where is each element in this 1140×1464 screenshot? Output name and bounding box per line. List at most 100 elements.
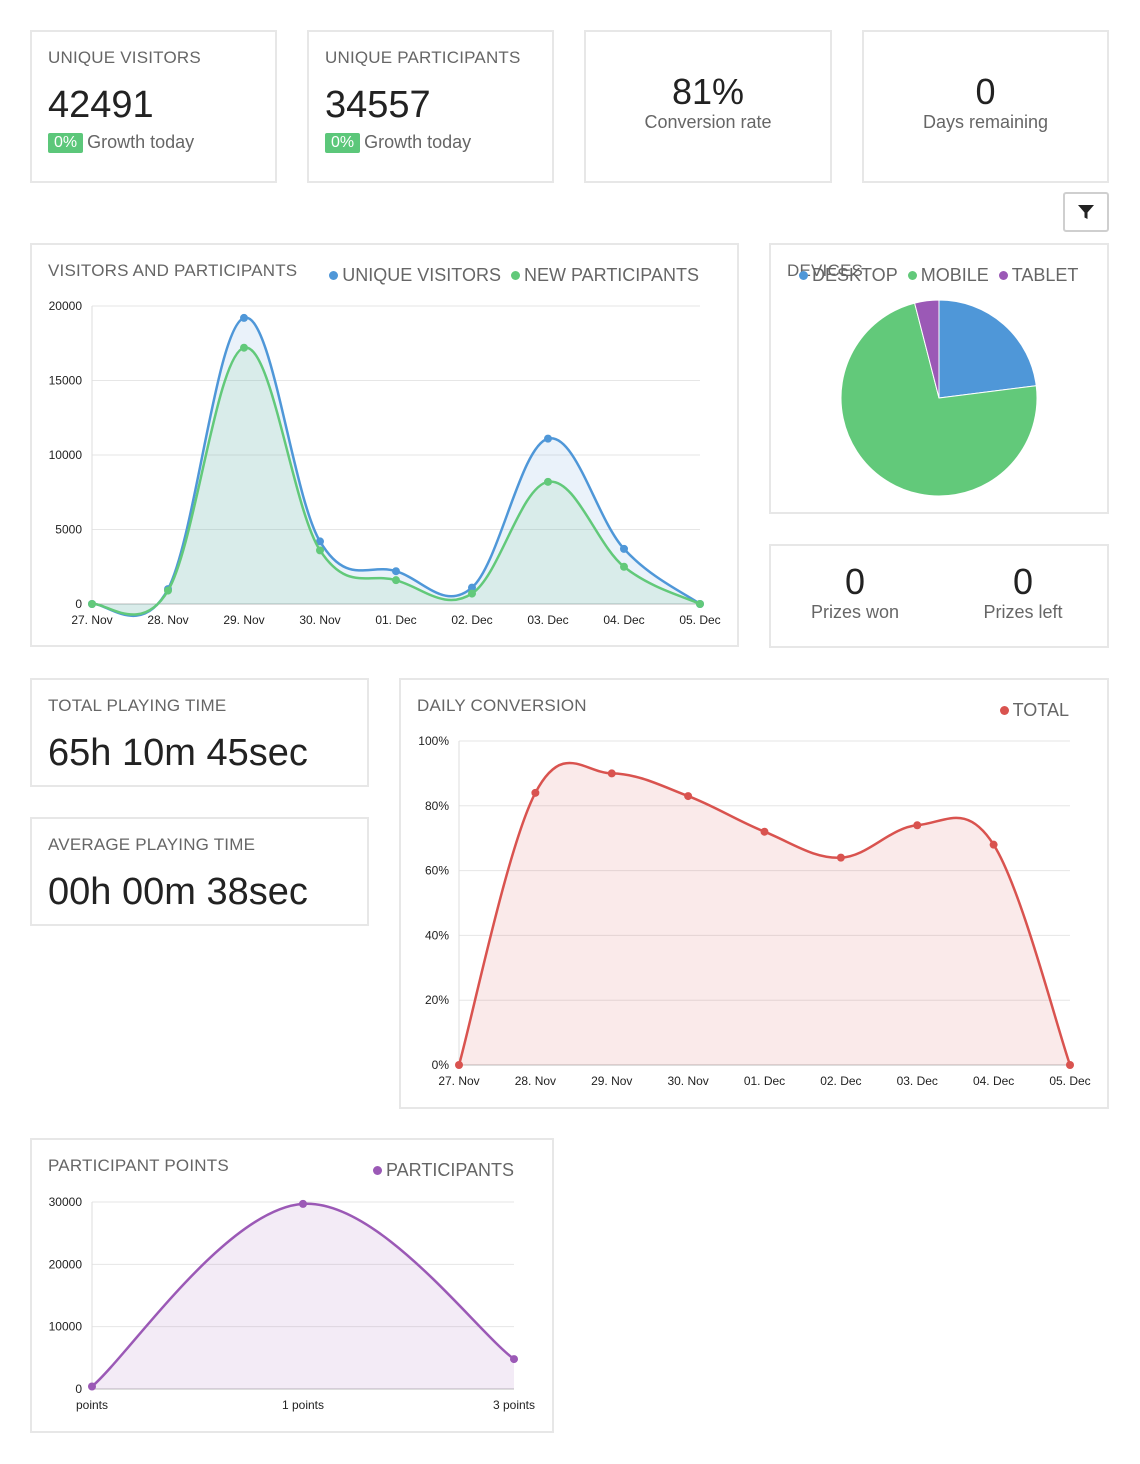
y-tick-label: 80%: [425, 799, 449, 813]
growth-badge: 0%: [325, 133, 361, 154]
legend-label: DESKTOP: [812, 265, 898, 285]
series-line-1: [91, 346, 701, 616]
y-tick-label: 10000: [49, 1320, 83, 1334]
data-point[interactable]: [620, 562, 628, 571]
legend-label: NEW PARTICIPANTS: [523, 265, 699, 285]
conversion-label: Conversion rate: [644, 112, 772, 132]
data-point[interactable]: [836, 853, 845, 862]
devices-pie: [840, 299, 1038, 497]
x-tick-label: 30. Nov: [667, 1074, 708, 1088]
filter-icon: [1078, 205, 1094, 219]
pie-slice-mobile[interactable]: [840, 302, 1038, 497]
daily-conversion-chart-card: DAILY CONVERSION TOTAL 0% 20% 40% 60% 80% 100…: [399, 678, 1109, 1109]
visitors-chart: 0 5000 10000 15000 20000 27. Nov 28. Nov 29. No…: [49, 299, 721, 627]
conversion-stat: 81% Conversion rate: [586, 74, 830, 133]
data-point[interactable]: [392, 567, 400, 576]
y-tick-label: 5000: [55, 523, 82, 537]
data-point[interactable]: [620, 544, 628, 553]
data-point[interactable]: [684, 792, 693, 801]
data-point[interactable]: [696, 600, 704, 608]
prizes-card: 0 Prizes won 0 Prizes left: [769, 544, 1109, 648]
daily-conversion-chart: 0% 20% 40% 60% 80% 100% 27. Nov 28. Nov 29. Nov 3…: [418, 734, 1090, 1088]
x-tick-label: 04. Dec: [603, 613, 644, 627]
data-point[interactable]: [544, 477, 552, 486]
data-point[interactable]: [316, 546, 324, 555]
data-point[interactable]: [989, 840, 998, 849]
stat-value: 34557: [325, 84, 431, 126]
data-point[interactable]: [392, 576, 400, 585]
data-point[interactable]: [468, 583, 476, 592]
data-point[interactable]: [468, 589, 476, 598]
stat-title: UNIQUE VISITORS: [48, 48, 201, 67]
x-tick-label: 27. Nov: [438, 1074, 479, 1088]
legend-label: UNIQUE VISITORS: [342, 265, 501, 285]
total-playing-time-card: TOTAL PLAYING TIME 65h 10m 45sec: [30, 678, 369, 787]
data-point[interactable]: [316, 537, 324, 546]
data-point[interactable]: [1066, 1061, 1074, 1069]
data-point[interactable]: [88, 1382, 96, 1391]
series-area-1: [92, 347, 700, 615]
growth-badge: 0%: [48, 133, 84, 154]
y-tick-label: 10000: [49, 448, 83, 462]
y-tick-label: 15000: [49, 374, 83, 388]
data-point[interactable]: [607, 769, 616, 778]
data-point[interactable]: [531, 788, 540, 797]
pie-slice-tablet[interactable]: [914, 299, 940, 399]
stat-card-days-remaining: 0 Days remaining: [862, 30, 1109, 183]
x-tick-label: 02. Dec: [820, 1074, 861, 1088]
legend-dot: [372, 1166, 382, 1175]
data-point[interactable]: [913, 821, 922, 830]
series-area-0: [92, 317, 700, 616]
x-tick-label: 29. Nov: [223, 613, 264, 627]
data-point[interactable]: [544, 434, 552, 443]
data-point[interactable]: [240, 343, 248, 352]
legend-item[interactable]: NEW PARTICIPANTS: [510, 265, 699, 286]
chart-title: VISITORS AND PARTICIPANTS: [48, 261, 298, 280]
chart-title: DAILY CONVERSION: [417, 696, 587, 715]
x-tick-label: 04. Dec: [973, 1074, 1014, 1088]
legend-item[interactable]: TABLET: [998, 265, 1078, 286]
data-point[interactable]: [510, 1355, 518, 1364]
data-point[interactable]: [240, 313, 248, 322]
participant-points-chart: 0 10000 20000 30000 points 1 points 3 points: [49, 1195, 535, 1412]
growth-label: Growth today: [87, 132, 195, 152]
series-area-0: [92, 1203, 514, 1389]
y-tick-label: 60%: [425, 864, 449, 878]
filter-button[interactable]: [1063, 192, 1109, 232]
stat-value: 42491: [48, 84, 154, 126]
legend-item[interactable]: MOBILE: [907, 265, 989, 286]
y-tick-label: 0: [75, 597, 82, 611]
y-tick-label: 100%: [418, 734, 449, 748]
data-point[interactable]: [760, 827, 769, 836]
legend-dot: [907, 271, 917, 280]
visitors-chart-card: VISITORS AND PARTICIPANTS UNIQUE VISITOR…: [30, 243, 739, 647]
legend-item[interactable]: UNIQUE VISITORS: [329, 265, 501, 286]
x-tick-label: 03. Dec: [897, 1074, 938, 1088]
data-point[interactable]: [164, 586, 172, 595]
growth-row: 0% Growth today: [48, 132, 195, 154]
card-title: TOTAL PLAYING TIME: [48, 696, 227, 715]
legend-dot: [329, 271, 339, 280]
legend-item[interactable]: PARTICIPANTS: [372, 1160, 514, 1181]
pie-slice-desktop[interactable]: [938, 299, 1037, 399]
legend-item[interactable]: TOTAL: [999, 700, 1069, 721]
x-tick-label: 01. Dec: [744, 1074, 785, 1088]
prizes-won: 0 Prizes won: [771, 564, 939, 623]
y-tick-label: 30000: [49, 1195, 83, 1209]
participant-points-chart-card: PARTICIPANT POINTS PARTICIPANTS 0 10000 20…: [30, 1138, 554, 1433]
data-point[interactable]: [88, 600, 96, 608]
days-remaining-label: Days remaining: [922, 112, 1049, 132]
days-remaining-stat: 0 Days remaining: [864, 74, 1107, 133]
x-tick-label: 3 points: [493, 1398, 535, 1412]
x-tick-label: 27. Nov: [71, 613, 112, 627]
legend-dot: [510, 271, 520, 280]
legend-item[interactable]: DESKTOP: [799, 265, 898, 286]
y-tick-label: 20%: [425, 993, 449, 1007]
data-point[interactable]: [455, 1061, 463, 1069]
total-playing-time-value: 65h 10m 45sec: [48, 732, 308, 774]
x-tick-label: 28. Nov: [147, 613, 188, 627]
data-point[interactable]: [299, 1199, 307, 1208]
average-playing-time-value: 00h 00m 38sec: [48, 871, 308, 913]
legend-dot: [999, 706, 1009, 715]
x-tick-label: 05. Dec: [679, 613, 720, 627]
